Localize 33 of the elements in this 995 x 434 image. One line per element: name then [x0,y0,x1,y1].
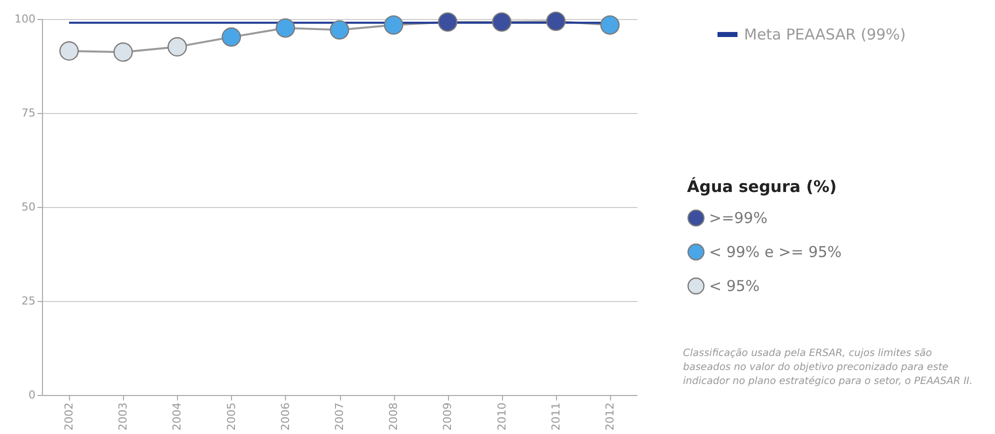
legend-label: Meta PEAASAR (99%) [744,26,906,44]
point [384,15,404,35]
text: Classificação usada pela ERSAR, cujos limites são baseados no valor do objetivo preconizado para este indicador no plano estratégico para o setor, o PEAASAR II. [683,347,973,389]
x-tick-label: 2004 [170,402,184,430]
x-tick-label: 2006 [278,402,292,430]
x-tick-label: 2008 [387,402,400,430]
y-tick-label: 0 [28,388,36,402]
y-tick-label: 50 [22,200,36,214]
point [330,20,350,40]
x-tick-label: 2011 [549,402,562,430]
x-tick-label: 2005 [224,402,238,430]
point [438,12,458,32]
y-tick-label: 100 [14,12,36,26]
x-tick-label: 2010 [495,402,508,430]
y-tick-label: 25 [22,294,36,308]
legend-label: >=99% [709,209,768,227]
y-tick-label: 75 [22,106,36,120]
point [546,12,566,31]
x-tick-label: 2003 [116,402,130,430]
legend-label: < 95% [709,277,760,295]
point [222,27,241,47]
point [492,12,512,32]
legend-title: Água segura (%) [687,177,837,196]
point [59,41,79,61]
x-tick-label: 2002 [62,402,76,430]
point [600,15,620,35]
point [276,18,296,38]
point [168,37,187,56]
x-tick-label: 2012 [603,402,616,430]
x-tick-label: 2007 [333,402,346,430]
point [113,42,133,62]
legend-label: < 99% e >= 95% [709,243,842,261]
x-tick-label: 2009 [441,402,454,430]
